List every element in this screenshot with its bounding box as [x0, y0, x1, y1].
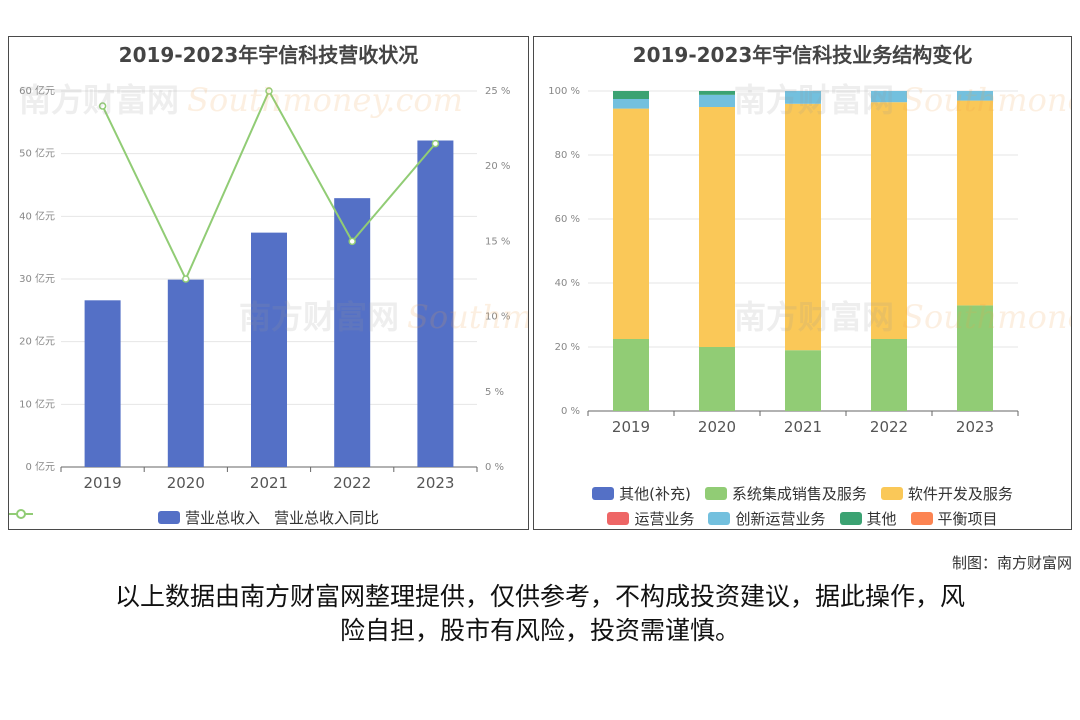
legend-label: 其他(补充) — [619, 485, 691, 503]
x-tick-label: 2022 — [333, 474, 371, 492]
legend-item-revenue[interactable]: 营业总收入 — [157, 507, 260, 528]
point-revenue-yoy-2022 — [348, 237, 356, 246]
x-tick-label: 2022 — [870, 418, 908, 436]
bar-segment-2019-1 — [613, 339, 649, 411]
legend-swatch — [910, 512, 933, 525]
legend-swatch — [839, 512, 862, 525]
point-revenue-yoy-2023 — [431, 139, 440, 148]
x-tick-label: 2020 — [167, 474, 205, 492]
y-left-tick-label: 0 亿元 — [25, 460, 55, 473]
y-left-tick-label: 40 亿元 — [19, 209, 55, 222]
disclaimer: 以上数据由南方财富网整理提供，仅供参考，不构成投资建议，据此操作，风 险自担，股… — [60, 580, 1020, 648]
y-tick-label: 100 % — [548, 86, 580, 97]
legend-swatch — [880, 487, 903, 500]
x-tick-label: 2021 — [784, 418, 822, 436]
structure-chart-legend-row2: 运营业务 创新运营业务 其他 平衡项目 — [534, 508, 1071, 529]
y-left-tick-label: 10 亿元 — [19, 397, 55, 410]
y-right-tick-label: 20 % — [485, 161, 510, 172]
bar-segment-2020-1 — [699, 347, 735, 411]
revenue-chart-panel: 2019-2023年宇信科技营收状况 0 亿元 10 亿元 20 亿元 30 亿元 40… — [8, 36, 529, 530]
y-tick-label: 0 % — [561, 406, 580, 417]
bar-revenue-2021 — [251, 232, 287, 467]
bar-segment-2022-2 — [871, 102, 907, 339]
bar-segment-2022-1 — [871, 339, 907, 411]
y-tick-label: 40 % — [555, 278, 580, 289]
legend-label: 创新运营业务 — [735, 510, 826, 528]
y-left-tick-label: 60 亿元 — [19, 84, 55, 97]
bar-segment-2021-4 — [785, 91, 821, 104]
legend-label: 运营业务 — [634, 510, 695, 528]
legend-label: 平衡项目 — [937, 510, 998, 528]
legend-swatch — [704, 487, 727, 500]
legend-swatch — [592, 487, 615, 500]
y-left-tick-label: 30 亿元 — [19, 272, 55, 285]
legend-swatch-revenue-yoy — [9, 509, 33, 519]
bar-revenue-2019 — [84, 300, 121, 467]
revenue-chart-svg: 0 亿元 10 亿元 20 亿元 30 亿元 40 亿元 50 亿元 60 亿元 0 % 5 %… — [19, 84, 510, 492]
y-tick-label: 60 % — [555, 214, 580, 225]
legend-label-revenue: 营业总收入 — [184, 509, 260, 527]
legend-swatch-revenue — [157, 511, 180, 524]
disclaimer-line: 以上数据由南方财富网整理提供，仅供参考，不构成投资建议，据此操作，风 — [114, 582, 965, 611]
point-revenue-yoy-2019 — [98, 102, 107, 110]
legend-item-6[interactable]: 平衡项目 — [910, 508, 998, 529]
bar-segment-2021-1 — [785, 350, 821, 411]
point-revenue-yoy-2021 — [265, 87, 273, 95]
structure-chart-svg: 0 % 20 % 40 % 60 % 80 % 100 % 2019 2020 2021 2022… — [548, 86, 1019, 436]
legend-label: 系统集成销售及服务 — [731, 485, 867, 503]
bar-segment-2023-2 — [957, 100, 993, 306]
disclaimer-line: 险自担，股市有风险，投资需谨慎。 — [339, 616, 740, 645]
legend-item-revenue-yoy[interactable]: 营业总收入同比 — [9, 507, 380, 528]
y-left-tick-label: 50 亿元 — [19, 147, 55, 160]
y-tick-label: 20 % — [555, 342, 580, 353]
legend-item-0[interactable]: 其他(补充) — [592, 483, 691, 504]
revenue-chart-legend: 营业总收入 营业总收入同比 — [9, 507, 528, 528]
y-right-tick-label: 5 % — [485, 387, 504, 398]
bar-segment-2023-1 — [957, 305, 993, 411]
x-tick-label: 2020 — [698, 418, 736, 436]
legend-item-4[interactable]: 创新运营业务 — [708, 508, 826, 529]
bar-segment-2023-4 — [957, 91, 993, 101]
x-tick-label: 2019 — [612, 418, 650, 436]
legend-swatch — [708, 512, 731, 525]
bar-segment-2020-5 — [699, 91, 735, 95]
y-right-tick-label: 10 % — [485, 312, 510, 323]
structure-chart-legend-row1: 其他(补充) 系统集成销售及服务 软件开发及服务 — [534, 483, 1071, 504]
y-left-tick-label: 20 亿元 — [19, 335, 55, 348]
bar-segment-2019-2 — [613, 108, 649, 339]
y-right-tick-label: 0 % — [485, 462, 504, 473]
y-tick-label: 80 % — [555, 150, 580, 161]
structure-chart-title: 2019-2023年宇信科技业务结构变化 — [632, 43, 973, 67]
legend-label: 软件开发及服务 — [907, 485, 1013, 503]
structure-chart-panel: 2019-2023年宇信科技业务结构变化 0 % 20 % 40 % 60 % 80 %… — [533, 36, 1072, 530]
bar-revenue-2023 — [417, 140, 454, 468]
legend-swatch — [607, 512, 630, 525]
chart-credit: 制图：南方财富网 — [951, 554, 1072, 572]
legend-item-2[interactable]: 软件开发及服务 — [880, 483, 1013, 504]
bar-segment-2020-2 — [699, 107, 735, 347]
x-tick-label: 2021 — [250, 474, 288, 492]
x-tick-label: 2023 — [416, 474, 454, 492]
revenue-chart-title: 2019-2023年宇信科技营收状况 — [118, 43, 419, 67]
bar-segment-2019-5 — [613, 91, 649, 99]
point-revenue-yoy-2020 — [182, 275, 190, 283]
legend-item-3[interactable]: 运营业务 — [607, 508, 694, 529]
bar-segment-2020-4 — [699, 94, 735, 107]
legend-label: 其他 — [866, 510, 897, 528]
legend-label-revenue-yoy: 营业总收入同比 — [274, 509, 380, 527]
x-tick-label: 2019 — [84, 474, 122, 492]
y-right-tick-label: 25 % — [485, 86, 510, 97]
legend-item-1[interactable]: 系统集成销售及服务 — [704, 483, 867, 504]
bar-segment-2019-4 — [613, 99, 649, 109]
bar-segment-2022-4 — [871, 91, 907, 103]
y-right-tick-label: 15 % — [485, 236, 510, 247]
bar-revenue-2020 — [167, 279, 204, 467]
legend-item-5[interactable]: 其他 — [839, 508, 897, 529]
bar-segment-2021-2 — [785, 103, 821, 351]
x-tick-label: 2023 — [956, 418, 994, 436]
